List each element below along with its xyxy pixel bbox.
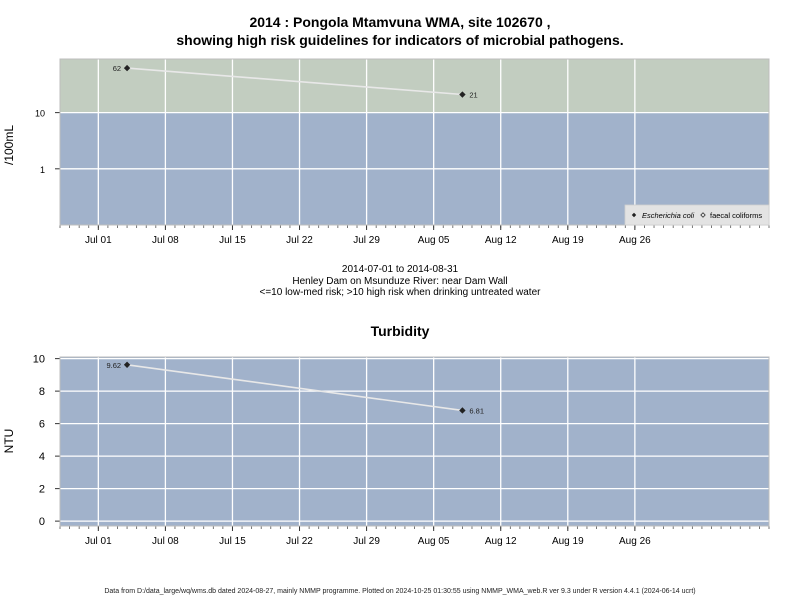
turbidity-x-tick-label: Aug 26 xyxy=(619,536,651,547)
turbidity-x-tick-label: Jul 29 xyxy=(353,536,380,547)
legend-faecal-marker xyxy=(700,212,706,218)
period-caption: 2014-07-01 to 2014-08-31 xyxy=(341,264,459,275)
turbidity-x-tick-label: Jul 22 xyxy=(286,536,313,547)
turbidity-y-tick-label: 6 xyxy=(39,419,45,431)
risk-note-caption: <=10 low-med risk; >10 high risk when dr… xyxy=(259,287,541,298)
site-caption: Henley Dam on Msunduze River: near Dam W… xyxy=(292,276,508,287)
turbidity-data-label: 9.62 xyxy=(106,361,121,370)
micro-data-label: 62 xyxy=(113,64,121,73)
chart-title-line1: 2014 : Pongola Mtamvuna WMA, site 102670… xyxy=(249,14,551,30)
turbidity-data-label: 6.81 xyxy=(469,406,484,415)
turbidity-y-tick-label: 0 xyxy=(39,516,45,528)
turbidity-y-tick-label: 10 xyxy=(33,354,45,366)
micro-series-line xyxy=(127,67,463,96)
legend-ecoli-marker xyxy=(631,212,637,218)
micro-x-tick-label: Jul 08 xyxy=(152,235,179,246)
turbidity-x-tick-label: Aug 05 xyxy=(418,536,450,547)
turbidity-plot-background xyxy=(60,357,769,526)
micro-y-tick-label: 10 xyxy=(35,109,45,119)
turbidity-x-tick-label: Jul 15 xyxy=(219,536,246,547)
micro-plot-frame xyxy=(59,58,770,226)
turbidity-y-tick-label: 4 xyxy=(39,451,45,463)
micro-data-label: 21 xyxy=(469,91,477,100)
turbidity-y-tick-label: 8 xyxy=(39,386,45,398)
micro-data-point xyxy=(123,64,131,72)
chart-title-line2: showing high risk guidelines for indicat… xyxy=(176,32,624,48)
turbidity-x-tick-label: Aug 12 xyxy=(485,536,517,547)
micro-x-tick-label: Aug 26 xyxy=(619,235,651,246)
micro-y-tick-label: 1 xyxy=(40,165,45,175)
legend-ecoli-label: Escherichia coli xyxy=(642,211,694,220)
micro-x-tick-label: Aug 12 xyxy=(485,235,517,246)
micro-x-tick-label: Jul 01 xyxy=(85,235,112,246)
micro-data-point xyxy=(459,91,466,98)
turbidity-x-tick-label: Jul 08 xyxy=(152,536,179,547)
legend-box xyxy=(624,204,770,226)
micro-x-tick-label: Jul 29 xyxy=(353,235,380,246)
turbidity-series-line xyxy=(126,364,463,412)
micro-x-tick-label: Aug 19 xyxy=(552,235,584,246)
micro-x-tick-label: Jul 22 xyxy=(286,235,313,246)
footer-note: Data from D:/data_large/wq/wms.db dated … xyxy=(104,588,696,595)
legend-faecal-label: faecal coliforms xyxy=(710,211,762,220)
turbidity-data-point xyxy=(459,407,466,414)
turbidity-x-tick-label: Jul 01 xyxy=(85,536,112,547)
turbidity-data-point xyxy=(123,361,131,368)
turbidity-plot-frame xyxy=(59,356,770,527)
micro-x-tick-label: Jul 15 xyxy=(219,235,246,246)
micro-x-tick-label: Aug 05 xyxy=(418,235,450,246)
turbidity-y-tick-label: 2 xyxy=(39,484,45,496)
turbidity-x-tick-label: Aug 19 xyxy=(552,536,584,547)
turbidity-title: Turbidity xyxy=(370,323,430,339)
micro-risk-band-high xyxy=(60,59,769,113)
